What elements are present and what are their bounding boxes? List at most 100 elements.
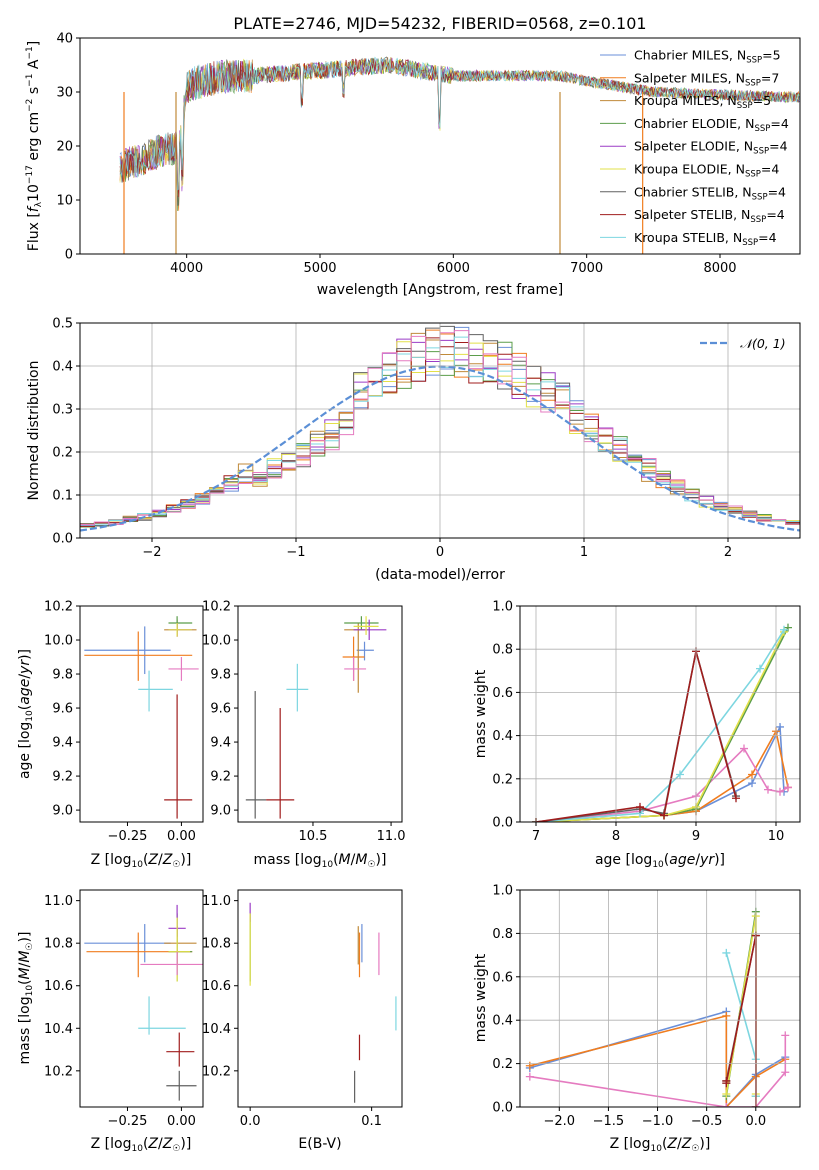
age_vs_Z-axes: −0.25 0.00 9.0 9.2 9.4 9.6 9.8 10.0 10.2 — [44, 600, 204, 844]
y-tick-label: 11.0 — [202, 894, 231, 909]
weight-line — [535, 629, 785, 822]
x-tick-label: 7000 — [570, 261, 603, 276]
weight-marker — [781, 1068, 790, 1077]
weight-line — [535, 729, 789, 822]
y-tick-label: 0.4 — [52, 360, 73, 375]
weight-marker — [722, 948, 731, 957]
weight-marker — [740, 744, 748, 753]
legend-label: Chabrier ELODIE, NSSP=4 — [634, 116, 789, 134]
y-tick-label: 9.6 — [52, 702, 73, 717]
axes-layer: 4000 5000 6000 7000 8000010203040wavelength … — [17, 32, 801, 1154]
y-tick-label: 9.4 — [52, 736, 73, 751]
weight-marker — [780, 625, 788, 634]
y-tick-label: 30 — [56, 86, 73, 101]
y-tick-label: 10.8 — [44, 937, 73, 952]
x-axis-label: mass [log10(M/M☉)] — [254, 852, 387, 870]
x-tick-label: −2 — [142, 545, 161, 560]
y-axis-label: mass weight — [473, 669, 489, 758]
y-tick-label: 10.0 — [44, 634, 73, 649]
weight-line — [725, 952, 757, 1097]
weight-line — [535, 723, 785, 822]
mass_vs_Z-axes: −0.25 0.00 10.2 10.4 10.6 10.8 11.0 — [44, 889, 204, 1129]
x-tick-label: 0.00 — [167, 829, 196, 844]
y-axis-label: Flux [fλ10−17 erg cm−2 s−1 A−1] — [25, 41, 44, 251]
y-tick-label: 10.2 — [202, 1064, 231, 1079]
age_vs_Z-frame — [79, 605, 204, 823]
weight_vs_Z-axes: −2.0 −1.5 −1.0 −0.5 0.0 0.0 0.2 0.4 0.6 0.8 1.0 — [492, 884, 801, 1129]
x-axis-label: Z [log10(Z/Z☉)] — [91, 1136, 192, 1154]
x-tick-label: 7 — [532, 829, 540, 844]
weight-line — [529, 1010, 786, 1107]
y-tick-label: 0.6 — [492, 686, 513, 701]
y-tick-label: 20 — [56, 140, 73, 155]
y-tick-label: 11.0 — [44, 894, 73, 909]
x-axis-label: Z [log10(Z/Z☉)] — [91, 852, 192, 870]
x-axis-label: age [log10(age/yr)] — [595, 852, 725, 870]
weight-marker — [722, 1103, 731, 1107]
y-tick-label: 9.4 — [210, 736, 231, 751]
y-tick-label: 0.2 — [52, 446, 73, 461]
weight-marker — [676, 770, 684, 779]
y-tick-label: 0.4 — [492, 1014, 513, 1029]
x-tick-label: 10.5 — [298, 829, 327, 844]
x-axis-label: (data-model)/error — [375, 567, 505, 583]
weight_vs_age-axes: 7 8 9 10 0.0 0.2 0.4 0.6 0.8 1.0 — [492, 600, 801, 844]
y-tick-label: 0.8 — [492, 927, 513, 942]
x-tick-label: 2 — [724, 545, 732, 560]
figure-title: PLATE=2746, MJD=54232, FIBERID=0568, z=0… — [233, 14, 646, 33]
x-tick-label: 0.0 — [240, 1114, 261, 1129]
mass_vs_ebv-plot — [249, 902, 397, 1103]
age_vs_mass-frame — [237, 605, 403, 823]
y-tick-label: 9.2 — [210, 770, 231, 785]
x-tick-label: −0.25 — [108, 829, 148, 844]
x-tick-label: −1.0 — [642, 1114, 674, 1129]
y-tick-label: 9.2 — [52, 770, 73, 785]
weight-marker — [756, 664, 764, 673]
y-tick-label: 10.6 — [202, 979, 231, 994]
legend-label: Salpeter ELODIE, NSSP=4 — [634, 139, 788, 157]
legend-layer: Chabrier MILES, NSSP=5 Salpeter MILES, NS… — [600, 48, 789, 351]
weight-line — [535, 651, 737, 822]
y-tick-label: 10.2 — [202, 600, 231, 615]
age_vs_mass-axes: 10.5 11.0 9.0 9.2 9.4 9.6 9.8 10.0 10.2 — [202, 600, 405, 845]
legend-label: Salpeter STELIB, NSSP=4 — [634, 207, 785, 225]
weight-line — [529, 1014, 786, 1107]
y-axis-label: mass weight — [473, 953, 489, 1042]
x-tick-label: 8 — [612, 829, 620, 844]
weight_vs_age-frame — [519, 605, 801, 823]
y-tick-label: 10.4 — [202, 1022, 231, 1037]
y-tick-label: 10.2 — [44, 600, 73, 615]
weight-line — [529, 1035, 787, 1107]
weight-line — [535, 631, 785, 822]
plot-layer — [80, 56, 800, 1108]
weight-marker — [776, 787, 784, 796]
legend-label: Chabrier STELIB, NSSP=4 — [634, 184, 786, 202]
x-tick-label: 8000 — [703, 261, 736, 276]
y-axis-label: Normed distribution — [26, 361, 42, 501]
weight-line — [535, 747, 789, 822]
weight-marker — [525, 1061, 534, 1070]
x-tick-label: 0.1 — [361, 1114, 382, 1129]
legend-label: Salpeter MILES, NSSP=7 — [634, 70, 779, 88]
weight-marker — [776, 722, 784, 731]
y-tick-label: 10.2 — [44, 1064, 73, 1079]
weight-marker — [722, 1011, 731, 1020]
weight-marker — [781, 1031, 790, 1040]
weight-marker — [732, 794, 740, 803]
y-tick-label: 1.0 — [492, 884, 513, 899]
y-tick-label: 0.0 — [492, 1101, 513, 1116]
y-tick-label: 0.6 — [492, 970, 513, 985]
legend-label: 𝒩(0, 1) — [740, 336, 786, 351]
weight-marker — [660, 811, 668, 820]
mass_vs_Z-frame — [79, 889, 204, 1108]
y-axis-label: mass [log10(M/M☉)] — [17, 932, 35, 1065]
x-tick-label: 0.00 — [167, 1114, 196, 1129]
residuals-axes: −2 −1 0 1 2 0.0 0.1 0.2 0.3 0.4 0.5 — [52, 317, 801, 560]
weight-marker — [748, 770, 756, 779]
y-tick-label: 0.4 — [492, 729, 513, 744]
x-tick-label: 0.0 — [745, 1114, 766, 1129]
y-tick-label: 0.2 — [492, 772, 513, 787]
spectrum-axes: 4000 5000 6000 7000 8000 0 10 20 30 40 — [56, 32, 801, 276]
x-tick-label: 0 — [436, 545, 444, 560]
y-tick-label: 0.2 — [492, 1057, 513, 1072]
